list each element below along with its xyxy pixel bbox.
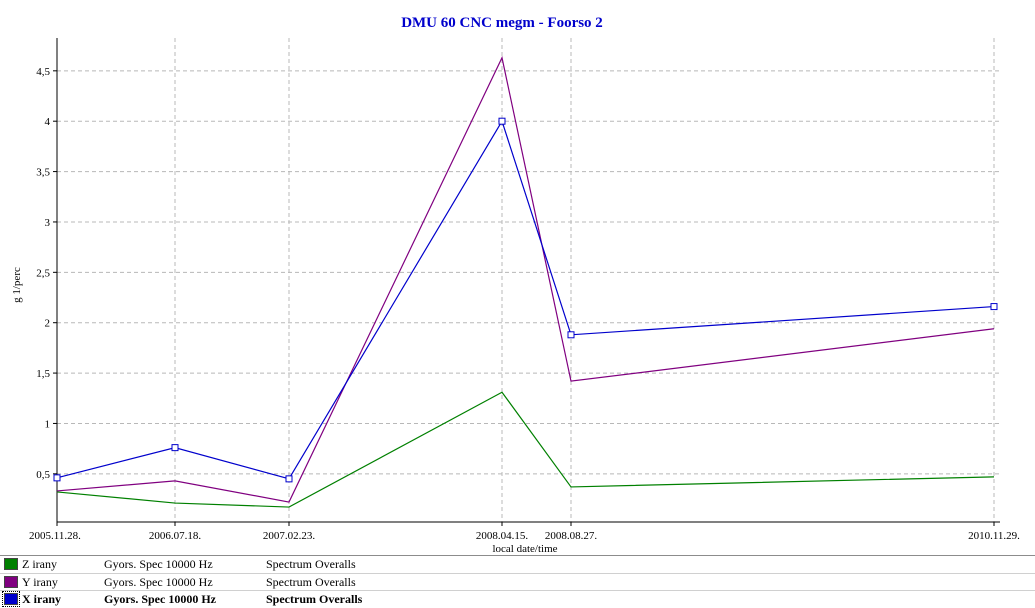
legend-type: Spectrum Overalls bbox=[266, 557, 356, 571]
y-ticks: 0,5 1 1,5 2 2,5 3 3,5 4 4,5 bbox=[36, 66, 57, 481]
legend-measurement: Gyors. Spec 10000 Hz bbox=[104, 575, 213, 589]
legend-row-x[interactable]: X irany Gyors. Spec 10000 Hz Spectrum Ov… bbox=[0, 590, 1035, 608]
chart-title: DMU 60 CNC megm - Foorso 2 bbox=[401, 15, 603, 31]
x-tick-label: 2010.11.29. bbox=[968, 530, 1020, 542]
y-tick-label: 3,5 bbox=[36, 167, 50, 179]
series-line-x-irany bbox=[56, 119, 995, 480]
legend-type: Spectrum Overalls bbox=[266, 592, 363, 606]
legend-name: Y irany bbox=[22, 575, 58, 589]
legend-swatch-z bbox=[4, 558, 18, 570]
legend-row-y[interactable]: Y irany Gyors. Spec 10000 Hz Spectrum Ov… bbox=[0, 573, 1035, 591]
x-tick-label: 2006.07.18. bbox=[149, 530, 202, 542]
y-tick-label: 2 bbox=[45, 318, 51, 330]
y-tick-label: 4,5 bbox=[36, 66, 50, 78]
legend: Z irany Gyors. Spec 10000 Hz Spectrum Ov… bbox=[0, 555, 1035, 607]
legend-measurement: Gyors. Spec 10000 Hz bbox=[104, 592, 216, 606]
y-tick-label: 0,5 bbox=[36, 469, 50, 481]
y-tick-label: 4 bbox=[45, 116, 51, 128]
series-line-y-irany bbox=[56, 55, 995, 503]
legend-type: Spectrum Overalls bbox=[266, 575, 356, 589]
series-line-z-irany bbox=[56, 391, 995, 508]
legend-swatch-y bbox=[4, 576, 18, 588]
data-point-x-irany bbox=[171, 444, 179, 452]
legend-name: Z irany bbox=[22, 557, 57, 571]
chart: DMU 60 CNC megm - Foorso 2 0,5 1 1,5 2 2,5 3 3… bbox=[11, 15, 1020, 555]
data-point-x-irany bbox=[990, 303, 998, 311]
data-point-x-irany bbox=[498, 117, 506, 125]
y-tick-label: 1 bbox=[45, 418, 51, 430]
x-tick-label: 2007.02.23. bbox=[263, 530, 316, 542]
y-tick-label: 2,5 bbox=[36, 267, 50, 279]
data-point-x-irany bbox=[567, 331, 575, 339]
y-tick-label: 3 bbox=[45, 217, 51, 229]
legend-measurement: Gyors. Spec 10000 Hz bbox=[104, 557, 213, 571]
y-axis-label: g 1/perc bbox=[11, 267, 23, 303]
series-group bbox=[53, 55, 998, 508]
x-axis-label: local date/time bbox=[492, 543, 557, 555]
x-tick-label: 2008.04.15. bbox=[476, 530, 529, 542]
legend-swatch-x bbox=[2, 591, 20, 607]
data-point-x-irany bbox=[53, 474, 61, 482]
x-tick-label: 2008.08.27. bbox=[545, 530, 598, 542]
y-tick-label: 1,5 bbox=[36, 368, 50, 380]
x-ticks: 2005.11.28. 2006.07.18. 2007.02.23. 2008.04… bbox=[29, 522, 1020, 542]
data-point-x-irany bbox=[285, 475, 293, 483]
legend-name: X irany bbox=[22, 592, 61, 606]
grid bbox=[57, 38, 1000, 522]
x-tick-label: 2005.11.28. bbox=[29, 530, 81, 542]
legend-row-z[interactable]: Z irany Gyors. Spec 10000 Hz Spectrum Ov… bbox=[0, 556, 1035, 573]
